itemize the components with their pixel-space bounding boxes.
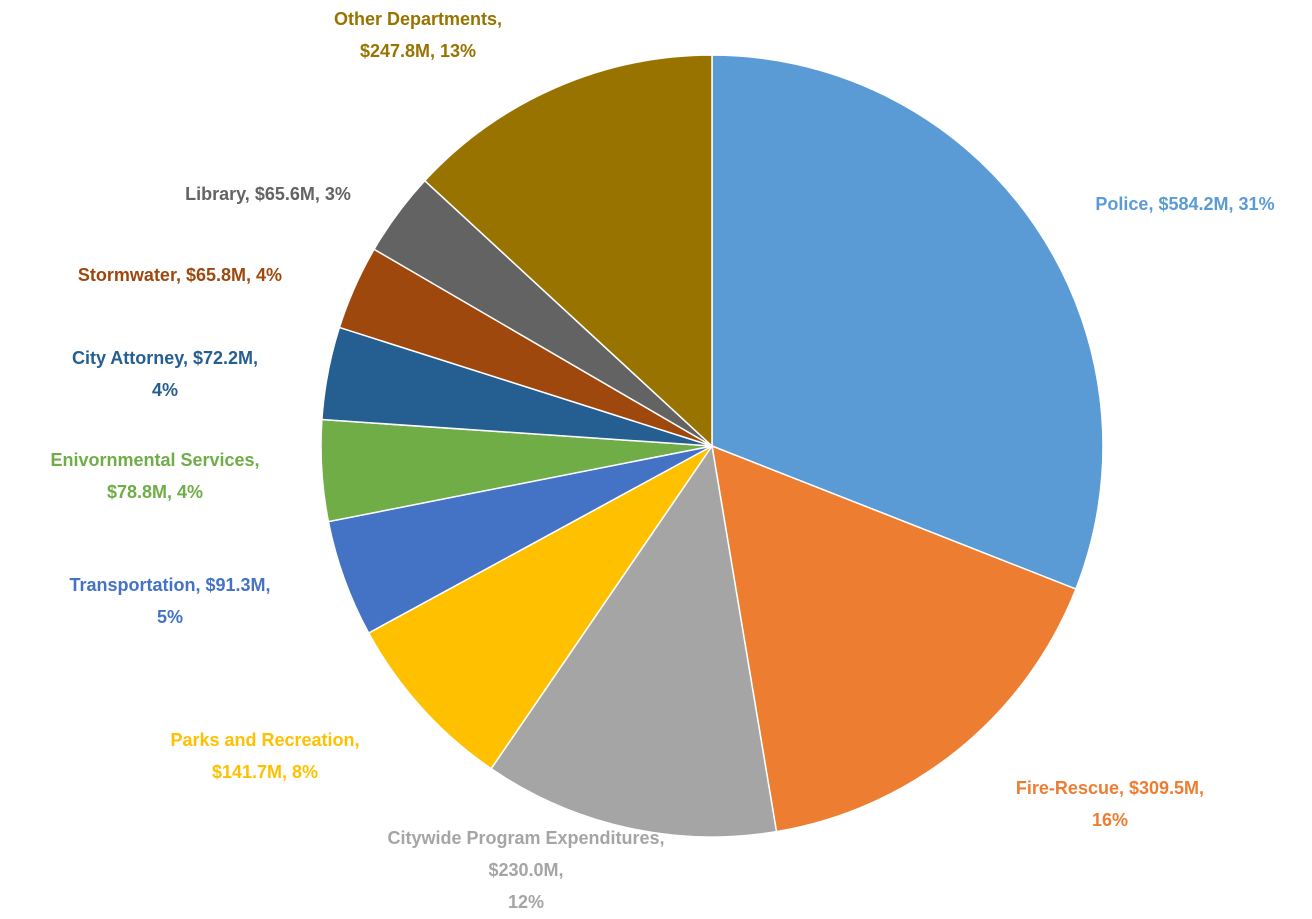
data-label: City Attorney$72.2M 4% — [5, 342, 325, 406]
category-label: Parks and Recreation — [170, 730, 359, 750]
data-label: Police$584.2M31% — [1035, 188, 1312, 220]
category-label: City Attorney — [72, 348, 193, 368]
value-label: $91.3M — [205, 575, 270, 595]
percent-label: 3% — [324, 184, 351, 204]
percent-label: 16% — [1091, 810, 1129, 830]
category-label: Fire-Rescue — [1016, 778, 1129, 798]
data-label: Parks and Recreation $141.7M8% — [115, 724, 415, 788]
data-label: Transportation$91.3M 5% — [10, 569, 330, 633]
percent-label: 12% — [507, 892, 545, 912]
value-label: $65.8M — [186, 265, 256, 285]
percent-label: 31% — [1238, 194, 1275, 214]
percent-label: 5% — [156, 607, 183, 627]
value-label: $230.0M — [488, 860, 563, 880]
value-label: $65.6M — [255, 184, 325, 204]
category-label: Other Departments — [334, 9, 502, 29]
data-label: Enivornmental Services $78.8M4% — [0, 444, 315, 508]
value-label: $584.2M — [1158, 194, 1238, 214]
percent-label: 13% — [440, 41, 477, 61]
percent-label: 4% — [256, 265, 283, 285]
value-label: $247.8M — [360, 41, 440, 61]
data-label: Stormwater$65.8M4% — [10, 259, 350, 291]
category-label: Citywide Program Expenditures — [387, 828, 664, 848]
pie-slice — [367, 445, 713, 770]
percent-label: 8% — [292, 762, 319, 782]
value-label: $72.2M — [193, 348, 258, 368]
category-label: Stormwater — [78, 265, 186, 285]
data-label: Citywide Program Expenditures $230.0M 12% — [381, 822, 671, 918]
value-label: $78.8M — [107, 482, 177, 502]
percent-label: 4% — [151, 380, 178, 400]
value-label: $309.5M — [1129, 778, 1204, 798]
pie-slice — [490, 444, 778, 838]
data-label: Library$65.6M3% — [98, 178, 438, 210]
category-label: Transportation — [69, 575, 205, 595]
percent-label: 4% — [177, 482, 204, 502]
category-label: Library — [185, 184, 255, 204]
category-label: Police — [1095, 194, 1158, 214]
pie-slice — [423, 54, 713, 448]
data-label: Other Departments $247.8M13% — [268, 3, 568, 67]
data-label: Fire-Rescue$309.5M16% — [960, 772, 1260, 836]
pie-slice — [711, 444, 1077, 833]
value-label: $141.7M — [212, 762, 292, 782]
category-label: Enivornmental Services — [50, 450, 259, 470]
pie-slice — [711, 54, 1104, 591]
